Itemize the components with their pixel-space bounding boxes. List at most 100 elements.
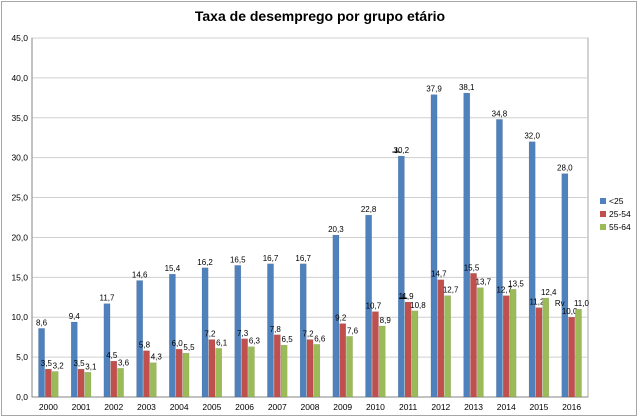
data-label: 7,8 <box>270 325 282 334</box>
data-label: 3,1 <box>85 362 97 371</box>
bar-5564-2011 <box>411 310 419 398</box>
x-tick-label: 2008 <box>301 402 320 412</box>
bar-5564-2002 <box>117 368 124 398</box>
bar-2554-2006 <box>241 338 248 398</box>
bar-5564-2016 <box>575 308 582 398</box>
data-label: 15,4 <box>165 264 181 273</box>
data-label: 7,2 <box>302 330 314 339</box>
data-label: 3,5 <box>41 359 53 368</box>
data-label: 32,0 <box>524 132 540 141</box>
bar-25-2009 <box>332 234 340 398</box>
data-label: 12,7 <box>443 286 459 295</box>
bar-2554-2008 <box>306 339 314 398</box>
data-label: 6,1 <box>216 338 228 347</box>
bar-5564-2008 <box>313 344 321 398</box>
bar-25-2007 <box>267 263 274 398</box>
y-tick-label: 10,0 <box>11 312 28 322</box>
x-tick-label: 2014 <box>497 402 516 412</box>
data-label: 5,5 <box>183 343 195 352</box>
x-tick-label: 2015 <box>529 402 548 412</box>
data-label: 7,2 <box>204 330 216 339</box>
legend-label: <25 <box>609 196 624 206</box>
bar-5564-2009 <box>346 336 353 398</box>
data-label: 12,7 <box>496 286 512 295</box>
data-label: 20,3 <box>328 225 344 234</box>
data-label: 22,8 <box>361 205 377 214</box>
data-label: 11,7 <box>99 294 115 303</box>
y-tick-label: 30,0 <box>11 153 28 163</box>
data-label: 3,2 <box>53 361 65 370</box>
y-tick-label: 0,0 <box>16 392 28 402</box>
bar-25-2016 <box>561 173 569 398</box>
x-tick-label: 2010 <box>366 402 385 412</box>
x-tick-label: 2012 <box>431 402 450 412</box>
data-label: 38,1 <box>459 83 475 92</box>
data-label: 9,4 <box>69 312 81 321</box>
bar-5564-2014 <box>509 289 517 398</box>
y-tick-label: 40,0 <box>11 73 28 83</box>
bar-2554-2003 <box>143 350 150 398</box>
legend-swatch <box>600 224 606 230</box>
data-label: 16,7 <box>295 254 311 263</box>
x-tick-label: 2011 <box>399 402 418 412</box>
data-label: 6,5 <box>282 335 294 344</box>
data-label: 4,3 <box>151 353 163 362</box>
bar-5564-2006 <box>248 346 255 398</box>
annotation-label: Rv <box>555 299 565 308</box>
plot-area <box>31 37 589 398</box>
x-tick-label: 2002 <box>104 402 123 412</box>
bar-2554-2001 <box>77 368 85 398</box>
bar-25-2014 <box>496 119 503 398</box>
data-label: 12,4 <box>541 288 557 297</box>
x-tick-label: 2006 <box>235 402 254 412</box>
bar-5564-2000 <box>51 371 59 398</box>
data-label: 4,5 <box>106 351 118 360</box>
data-label: 8,9 <box>380 316 392 325</box>
bar-2554-2004 <box>175 348 183 398</box>
bar-25-2008 <box>299 263 307 398</box>
data-label: 5,8 <box>139 341 151 350</box>
y-tick-label: 35,0 <box>11 113 28 123</box>
data-label: 37,9 <box>426 85 442 94</box>
x-tick-label: 2016 <box>562 402 581 412</box>
data-label: 16,7 <box>263 254 279 263</box>
data-label: 8,6 <box>36 318 48 327</box>
bar-25-2003 <box>136 280 144 398</box>
data-label: 16,2 <box>197 258 213 267</box>
bar-5564-2010 <box>378 325 386 398</box>
data-label: 6,6 <box>314 334 326 343</box>
bar-25-2006 <box>234 265 242 398</box>
bar-2554-2002 <box>110 360 118 398</box>
data-label: 11,0 <box>574 299 590 308</box>
bar-2554-2000 <box>45 368 52 398</box>
data-label: 3,5 <box>73 359 85 368</box>
legend-label: 25-54 <box>609 209 631 219</box>
y-tick-label: 45,0 <box>11 33 28 43</box>
data-label: 9,2 <box>335 314 347 323</box>
bar-2554-2013 <box>470 273 477 398</box>
data-label: 13,7 <box>476 278 492 287</box>
legend-swatch <box>600 198 606 204</box>
x-tick-label: 2004 <box>170 402 189 412</box>
x-tick-label: 2007 <box>268 402 287 412</box>
bar-2554-2005 <box>208 339 216 398</box>
bar-5564-2012 <box>444 295 451 398</box>
bar-25-2015 <box>528 141 536 398</box>
bar-5564-2007 <box>280 344 288 398</box>
data-label: 10,7 <box>366 302 382 311</box>
x-tick-label: 2003 <box>137 402 156 412</box>
data-label: 16,5 <box>230 255 246 264</box>
chart-title: Taxa de desemprego por grupo etário <box>194 8 446 24</box>
y-tick-label: 5,0 <box>16 352 28 362</box>
bar-25-2004 <box>169 273 176 398</box>
data-label: 10,0 <box>562 307 578 316</box>
bar-5564-2005 <box>215 348 223 398</box>
y-tick-label: 20,0 <box>11 232 28 242</box>
bar-5564-2015 <box>542 297 550 398</box>
bar-25-2005 <box>201 267 209 398</box>
data-label: 7,6 <box>347 326 359 335</box>
data-label: 11,2 <box>529 298 545 307</box>
bar-2554-2016 <box>568 316 575 398</box>
bar-2554-2015 <box>535 307 543 398</box>
